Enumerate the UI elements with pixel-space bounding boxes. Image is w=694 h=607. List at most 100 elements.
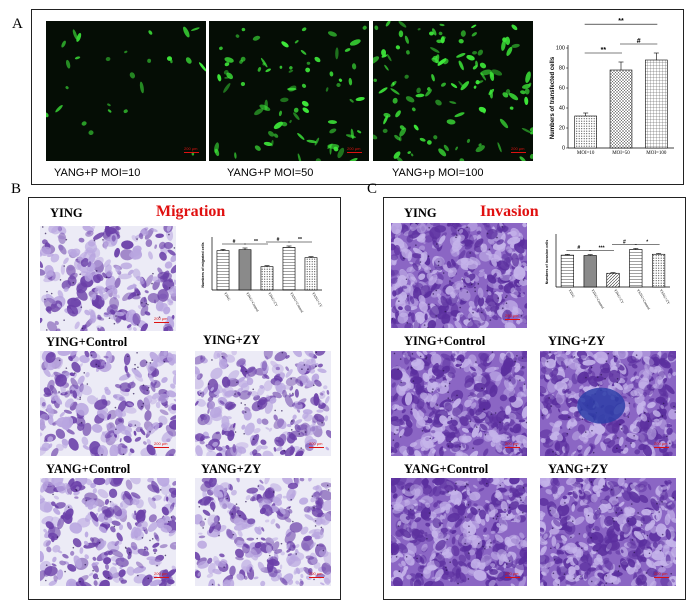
bar bbox=[645, 59, 668, 149]
category-label: MOI=50 bbox=[612, 151, 630, 156]
bar bbox=[260, 266, 274, 291]
scale-bar bbox=[505, 447, 520, 448]
significance-label: ** bbox=[601, 47, 607, 54]
bar bbox=[238, 249, 252, 291]
y-tick-label: 20 bbox=[559, 126, 565, 132]
label-c-yang-control: YANG+Control bbox=[404, 462, 489, 476]
scale-bar bbox=[309, 447, 324, 448]
category-label: YING bbox=[568, 289, 576, 299]
label-c-ying: YING bbox=[404, 206, 437, 220]
y-axis-label: Numbers of transfected cells bbox=[550, 56, 556, 139]
category-label: YING+Control bbox=[590, 289, 604, 310]
scale-bar bbox=[347, 152, 362, 153]
significance-label: ** bbox=[254, 239, 258, 245]
fluorescence-image-moi50: 200 μm bbox=[209, 21, 369, 161]
category-label: MOI=10 bbox=[577, 151, 595, 156]
significance-label: ** bbox=[298, 237, 302, 243]
y-tick-label: 80 bbox=[559, 66, 565, 72]
label-b-yang-control: YANG+Control bbox=[46, 462, 131, 476]
scale-bar-label: 200 μm bbox=[154, 316, 168, 321]
panel-a-letter: A bbox=[12, 16, 23, 32]
scale-bar-label: 200 μm bbox=[347, 146, 361, 151]
label-c-ying-zy: YING+ZY bbox=[548, 334, 606, 348]
bar bbox=[282, 247, 296, 291]
bar bbox=[304, 257, 318, 291]
invasion-image-ying-control: 200 μm bbox=[391, 351, 527, 456]
label-b-ying: YING bbox=[50, 206, 83, 220]
scale-bar bbox=[184, 152, 199, 153]
category-label: MOI=100 bbox=[646, 151, 667, 156]
label-c-ying-control: YING+Control bbox=[404, 334, 486, 348]
scale-bar bbox=[154, 447, 169, 448]
bar bbox=[583, 255, 597, 288]
migration-image-yang-zy: 200 μm bbox=[195, 478, 331, 586]
scale-bar-label: 200 μm bbox=[309, 571, 323, 576]
caption-moi100: YANG+p MOI=100 bbox=[392, 167, 484, 179]
invasion-image-yang-zy: 200 μm bbox=[540, 478, 676, 586]
panel-c-letter: C bbox=[367, 181, 378, 197]
y-tick-label: 40 bbox=[559, 106, 565, 112]
category-label: YANG+Control bbox=[636, 289, 651, 311]
y-tick-label: 0 bbox=[562, 146, 565, 152]
bar bbox=[560, 254, 574, 288]
scale-bar-label: 200 μm bbox=[184, 146, 198, 151]
scale-bar-label: 200 μm bbox=[309, 441, 323, 446]
chart-transfected-cells: 0 20 40 60 80 100 Numbers of transfected cells… bbox=[548, 18, 678, 170]
scale-bar-label: 200 μm bbox=[505, 571, 519, 576]
scale-bar bbox=[309, 577, 324, 578]
fluorescence-image-moi100: 200 μm bbox=[373, 21, 533, 161]
significance-label: # bbox=[233, 239, 236, 245]
label-c-yang-zy: YANG+ZY bbox=[548, 462, 609, 476]
scale-bar-label: 200 μm bbox=[654, 571, 668, 576]
y-tick-label: 100 bbox=[556, 46, 565, 52]
scale-bar-label: 200 μm bbox=[511, 146, 525, 151]
y-axis-label: Numbers of invasion cells bbox=[545, 240, 549, 285]
label-b-ying-zy: YING+ZY bbox=[203, 333, 261, 347]
migration-image-ying-zy: 200 μm bbox=[195, 351, 331, 456]
category-label: YANG+Control bbox=[289, 292, 304, 314]
significance-label: # bbox=[623, 239, 626, 245]
bar bbox=[606, 272, 620, 288]
scale-bar-label: 200 μm bbox=[505, 313, 519, 318]
migration-image-yang-control: 200 μm bbox=[40, 478, 176, 586]
migration-image-ying-control: 200 μm bbox=[40, 351, 176, 456]
invasion-title: Invasion bbox=[480, 203, 539, 220]
scale-bar bbox=[654, 447, 669, 448]
scale-bar bbox=[505, 577, 520, 578]
category-label: YANG+ZY bbox=[311, 292, 323, 309]
significance-label: ** bbox=[618, 18, 624, 25]
scale-bar bbox=[154, 577, 169, 578]
panel-b-letter: B bbox=[11, 181, 22, 197]
scale-bar bbox=[654, 577, 669, 578]
y-axis-label: Numbers of migrated cells bbox=[201, 242, 205, 287]
chart-invasion-cells: Numbers of invasion cells YING YING+Contro… bbox=[540, 227, 676, 327]
scale-bar bbox=[511, 152, 526, 153]
invasion-image-ying: 200 μm bbox=[391, 223, 527, 328]
migration-title: Migration bbox=[156, 203, 226, 220]
caption-moi10: YANG+P MOI=10 bbox=[54, 167, 141, 179]
invasion-image-yang-control: 200 μm bbox=[391, 478, 527, 586]
significance-label: * bbox=[646, 239, 648, 245]
significance-label: # bbox=[577, 245, 580, 251]
significance-label: *** bbox=[599, 245, 605, 251]
label-b-ying-control: YING+Control bbox=[46, 335, 128, 349]
bar bbox=[629, 249, 643, 288]
bar bbox=[574, 115, 597, 149]
category-label: YING+ZY bbox=[613, 289, 625, 305]
bar bbox=[609, 69, 633, 149]
significance-label: # bbox=[637, 38, 641, 45]
category-label: YING bbox=[223, 292, 231, 302]
scale-bar-label: 200 μm bbox=[154, 441, 168, 446]
category-label: YING+ZY bbox=[267, 292, 279, 308]
bar bbox=[216, 250, 230, 291]
label-b-yang-zy: YANG+ZY bbox=[201, 462, 262, 476]
scale-bar bbox=[154, 322, 169, 323]
scale-bar-label: 200 μm bbox=[154, 571, 168, 576]
migration-image-ying: 200 μm bbox=[40, 226, 176, 331]
scale-bar-label: 200 μm bbox=[505, 441, 519, 446]
scale-bar-label: 200 μm bbox=[654, 441, 668, 446]
significance-label: # bbox=[277, 237, 280, 243]
category-label: YANG+ZY bbox=[659, 289, 671, 306]
caption-moi50: YANG+P MOI=50 bbox=[227, 167, 314, 179]
y-tick-label: 60 bbox=[559, 86, 565, 92]
